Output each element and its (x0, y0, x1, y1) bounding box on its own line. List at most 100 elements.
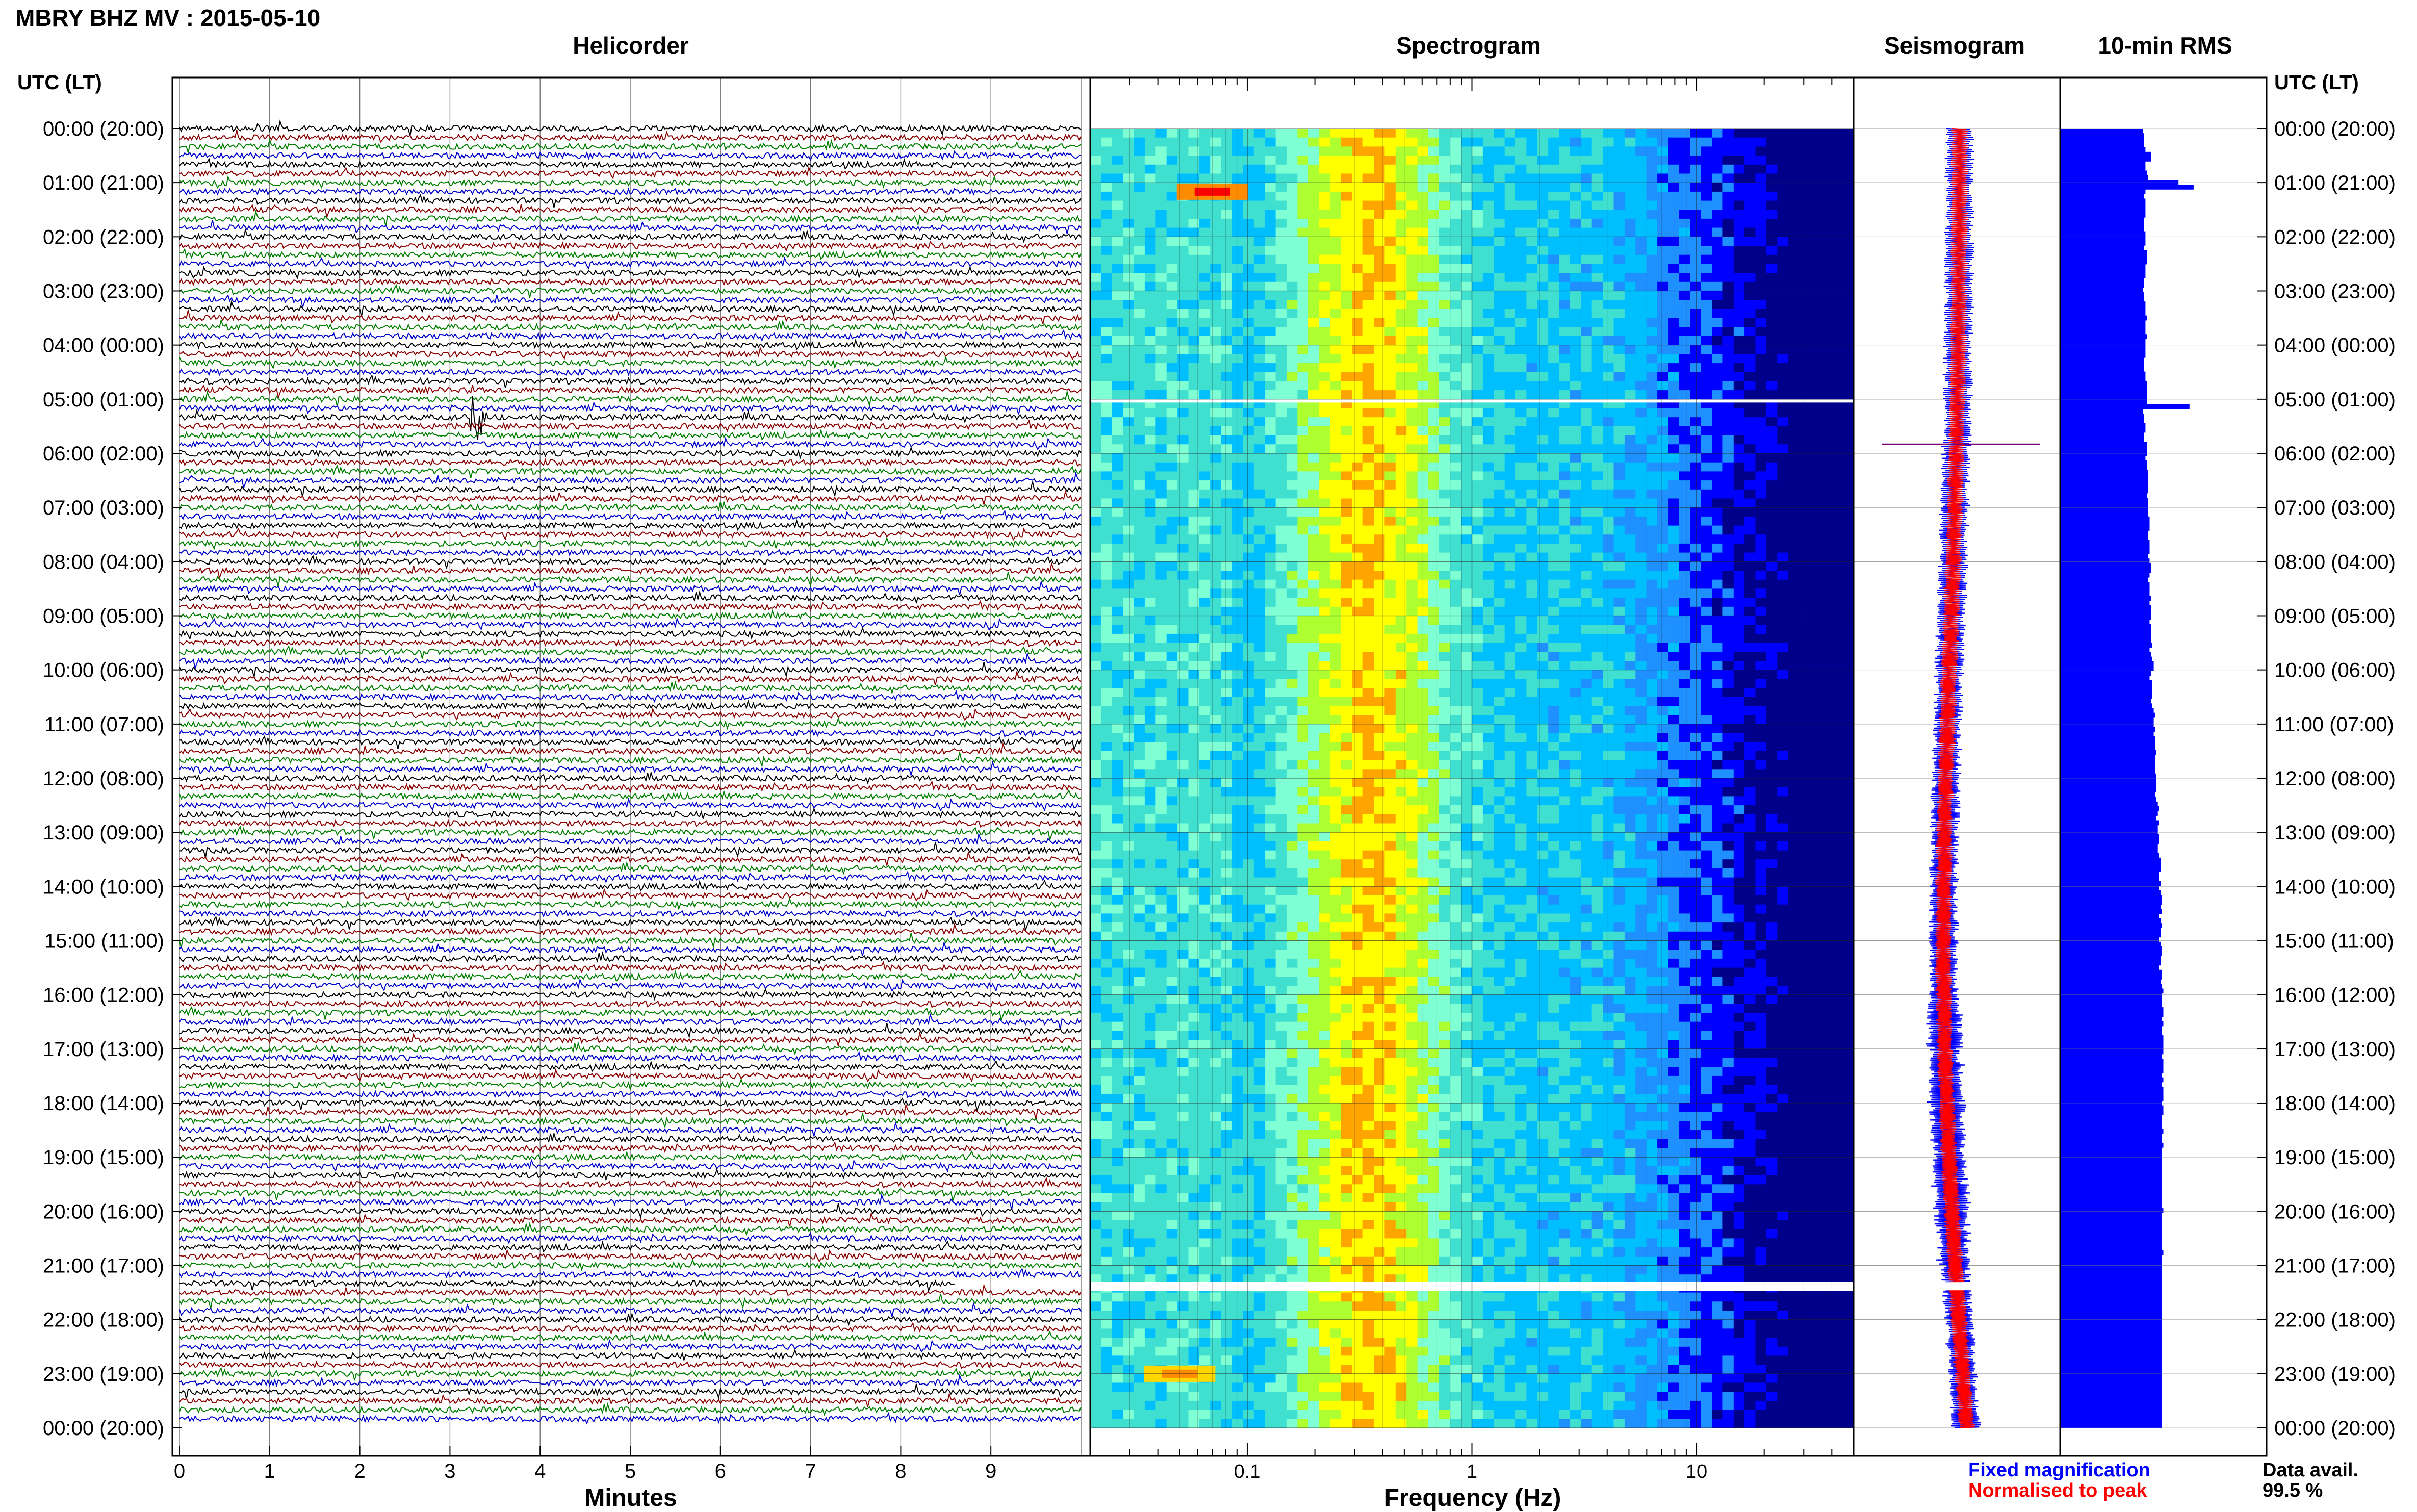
spectrogram-cell (1166, 408, 1178, 418)
spectrogram-cell (1297, 327, 1309, 337)
spectrogram-cell (1101, 616, 1113, 625)
spectrogram-cell (1450, 372, 1461, 382)
spectrogram-cell (1810, 291, 1821, 300)
spectrogram-cell (1265, 426, 1276, 436)
spectrogram-cell (1777, 417, 1789, 427)
spectrogram-cell (1504, 146, 1516, 156)
spectrogram-cell (1570, 571, 1581, 580)
spectrogram-cell (1788, 417, 1799, 427)
spectrogram-cell (1134, 354, 1145, 364)
spectrogram-cell (1570, 489, 1581, 499)
spectrogram-cell (1155, 327, 1167, 337)
spectrogram-cell (1144, 760, 1156, 770)
spectrogram-cell (1352, 598, 1364, 607)
spectrogram-cell (1482, 381, 1494, 391)
spectrogram-cell (1144, 246, 1156, 255)
spectrogram-cell (1668, 715, 1680, 725)
spectrogram-cell (1570, 254, 1581, 264)
spectrogram-cell (1417, 616, 1429, 625)
spectrogram-cell (1482, 742, 1494, 752)
spectrogram-cell (1374, 246, 1385, 255)
spectrogram-cell (1788, 146, 1799, 156)
spectrogram-cell (1646, 462, 1658, 472)
spectrogram-cell (1559, 218, 1571, 228)
spectrogram-cell (1820, 453, 1832, 463)
spectrogram-cell (1210, 300, 1222, 310)
spectrogram-cell (1482, 706, 1494, 715)
spectrogram-cell (1755, 471, 1767, 481)
spectrogram-cell (1690, 480, 1702, 490)
spectrogram-cell (1722, 679, 1734, 688)
spectrogram-cell (1221, 164, 1232, 174)
spectrogram-cell (1123, 625, 1135, 634)
spectrogram-cell (1799, 354, 1811, 364)
spectrogram-cell (1221, 715, 1232, 725)
spectrogram-cell (1603, 480, 1614, 490)
spectrogram-cell (1308, 507, 1320, 517)
spectrogram-cell (1482, 616, 1494, 625)
spectrogram-cell (1603, 408, 1614, 418)
spectrogram-row (1090, 498, 1854, 508)
spectrogram-cell (1253, 489, 1265, 499)
spectrogram-cell (1384, 588, 1396, 598)
spectrogram-cell (1286, 588, 1298, 598)
spectrogram-cell (1297, 381, 1309, 391)
spectrogram-cell (1395, 309, 1407, 319)
spectrogram-cell (1134, 670, 1145, 679)
spectrogram-cell (1504, 156, 1516, 165)
spectrogram-cell (1428, 534, 1439, 544)
spectrogram-cell (1668, 435, 1680, 445)
spectrogram-cell (1504, 625, 1516, 634)
spectrogram-cell (1657, 218, 1669, 228)
spectrogram-cell (1134, 534, 1145, 544)
spectrogram-cell (1265, 309, 1276, 319)
spectrogram-cell (1134, 291, 1145, 300)
spectrogram-cell (1188, 588, 1200, 598)
spectrogram-cell (1330, 444, 1342, 454)
spectrogram-cell (1624, 200, 1636, 210)
spectrogram-cell (1504, 291, 1516, 300)
spectrogram-cell (1374, 191, 1385, 201)
spectrogram-cell (1559, 751, 1571, 761)
spectrogram-cell (1319, 751, 1331, 761)
spectrogram-cell (1690, 218, 1702, 228)
spectrogram-cell (1123, 471, 1135, 481)
spectrogram-cell (1766, 390, 1778, 400)
spectrogram-cell (1744, 462, 1756, 472)
spectrogram-cell (1820, 137, 1832, 147)
spectrogram-cell (1232, 336, 1243, 346)
spectrogram-cell (1624, 480, 1636, 490)
spectrogram-cell (1788, 354, 1799, 364)
spectrogram-cell (1832, 173, 1843, 183)
spectrogram-cell (1515, 507, 1527, 517)
spectrogram-cell (1624, 363, 1636, 373)
spectrogram-cell (1646, 345, 1658, 354)
spectrogram-cell (1733, 742, 1745, 752)
spectrogram-cell (1341, 129, 1352, 138)
spectrogram-cell (1101, 688, 1113, 698)
spectrogram-cell (1221, 453, 1232, 463)
spectrogram-cell (1537, 372, 1549, 382)
spectrogram-cell (1341, 254, 1352, 264)
spectrogram-cell (1406, 291, 1418, 300)
spectrogram-cell (1461, 210, 1473, 219)
spectrogram-cell (1221, 281, 1232, 292)
spectrogram-cell (1842, 381, 1854, 391)
spectrogram-cell (1744, 652, 1756, 661)
spectrogram-cell (1548, 561, 1560, 571)
spectrogram-cell (1810, 724, 1821, 734)
spectrogram-cell (1265, 652, 1276, 661)
spectrogram-cell (1788, 462, 1799, 472)
spectrogram-cell (1286, 498, 1298, 508)
spectrogram-cell (1275, 543, 1287, 553)
spectrogram-cell (1155, 336, 1167, 346)
spectrogram-cell (1657, 191, 1669, 201)
spectrogram-cell (1319, 129, 1331, 138)
spectrogram-cell (1766, 462, 1778, 472)
spectrogram-cell (1232, 444, 1243, 454)
spectrogram-cell (1439, 426, 1451, 436)
spectrogram-cell (1243, 291, 1254, 300)
spectrogram-cell (1613, 444, 1625, 454)
spectrogram-cell (1199, 426, 1211, 436)
spectrogram-cell (1166, 489, 1178, 499)
